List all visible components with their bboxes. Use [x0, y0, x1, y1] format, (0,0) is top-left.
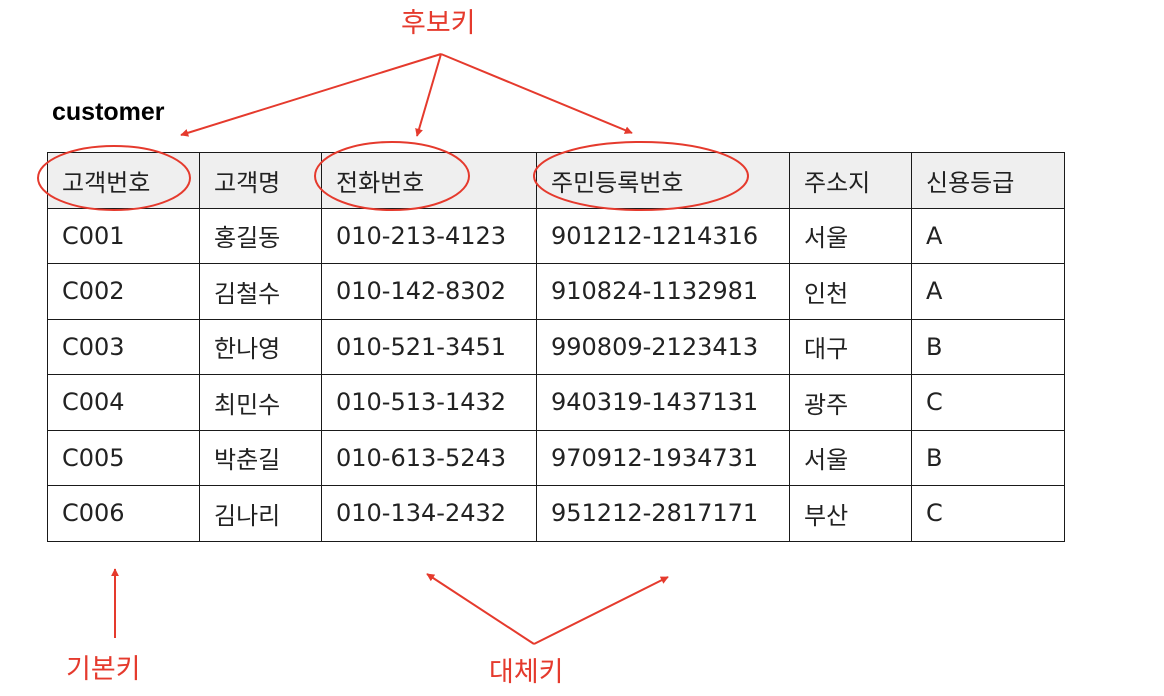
column-header: 주민등록번호 — [536, 152, 790, 209]
table-cell: B — [911, 429, 1065, 486]
table-header-row: 고객번호 고객명 전화번호 주민등록번호 주소지 신용등급 — [47, 152, 1065, 209]
table-cell: 940319-1437131 — [536, 374, 790, 431]
table-row: C006 김나리 010-134-2432 951212-2817171 부산 … — [47, 485, 1065, 542]
candidate-key-arrow-phone — [415, 53, 442, 137]
table-cell: C005 — [47, 429, 200, 486]
table-row: C005 박춘길 010-613-5243 970912-1934731 서울 … — [47, 429, 1065, 486]
table-cell: C001 — [47, 207, 200, 264]
table-cell: 김철수 — [199, 263, 322, 320]
column-header: 신용등급 — [911, 152, 1065, 209]
table-cell: 951212-2817171 — [536, 485, 790, 542]
table-row: C003 한나영 010-521-3451 990809-2123413 대구 … — [47, 318, 1065, 375]
table-cell: 광주 — [789, 374, 912, 431]
table-cell: C004 — [47, 374, 200, 431]
table-cell: 홍길동 — [199, 207, 322, 264]
alternate-key-arrow-phone — [426, 573, 535, 645]
candidate-key-arrow-resident-id — [440, 53, 633, 134]
table-cell: 970912-1934731 — [536, 429, 790, 486]
table-cell: C — [911, 374, 1065, 431]
candidate-key-arrow-customer-id — [180, 53, 442, 137]
table-row: C004 최민수 010-513-1432 940319-1437131 광주 … — [47, 374, 1065, 431]
table-cell: 901212-1214316 — [536, 207, 790, 264]
table-row: C002 김철수 010-142-8302 910824-1132981 인천 … — [47, 263, 1065, 320]
table-cell: 010-142-8302 — [321, 263, 537, 320]
table-cell: A — [911, 263, 1065, 320]
table-cell: 010-213-4123 — [321, 207, 537, 264]
table-cell: 김나리 — [199, 485, 322, 542]
table-cell: 서울 — [789, 207, 912, 264]
table-cell: 010-134-2432 — [321, 485, 537, 542]
table-cell: 부산 — [789, 485, 912, 542]
primary-key-label: 기본키 — [66, 654, 141, 685]
table-cell: 인천 — [789, 263, 912, 320]
table-cell: 010-521-3451 — [321, 318, 537, 375]
table-cell: C003 — [47, 318, 200, 375]
column-header: 주소지 — [789, 152, 912, 209]
table-title: customer — [52, 98, 165, 126]
column-header: 고객명 — [199, 152, 322, 209]
table-cell: 한나영 — [199, 318, 322, 375]
customer-table: 고객번호 고객명 전화번호 주민등록번호 주소지 신용등급 C001 홍길동 0… — [47, 152, 1065, 542]
table-cell: 910824-1132981 — [536, 263, 790, 320]
table-cell: 010-613-5243 — [321, 429, 537, 486]
table-cell: 서울 — [789, 429, 912, 486]
table-cell: 대구 — [789, 318, 912, 375]
column-header: 전화번호 — [321, 152, 537, 209]
table-cell: B — [911, 318, 1065, 375]
table-cell: C006 — [47, 485, 200, 542]
alternate-key-arrow-resident-id — [533, 576, 669, 645]
table-cell: C002 — [47, 263, 200, 320]
candidate-key-label: 후보키 — [401, 8, 476, 39]
table-cell: 010-513-1432 — [321, 374, 537, 431]
table-cell: 박춘길 — [199, 429, 322, 486]
table-row: C001 홍길동 010-213-4123 901212-1214316 서울 … — [47, 207, 1065, 264]
table-cell: 990809-2123413 — [536, 318, 790, 375]
table-cell: 최민수 — [199, 374, 322, 431]
alternate-key-label: 대체키 — [489, 657, 564, 688]
table-cell: A — [911, 207, 1065, 264]
table-cell: C — [911, 485, 1065, 542]
column-header: 고객번호 — [47, 152, 200, 209]
